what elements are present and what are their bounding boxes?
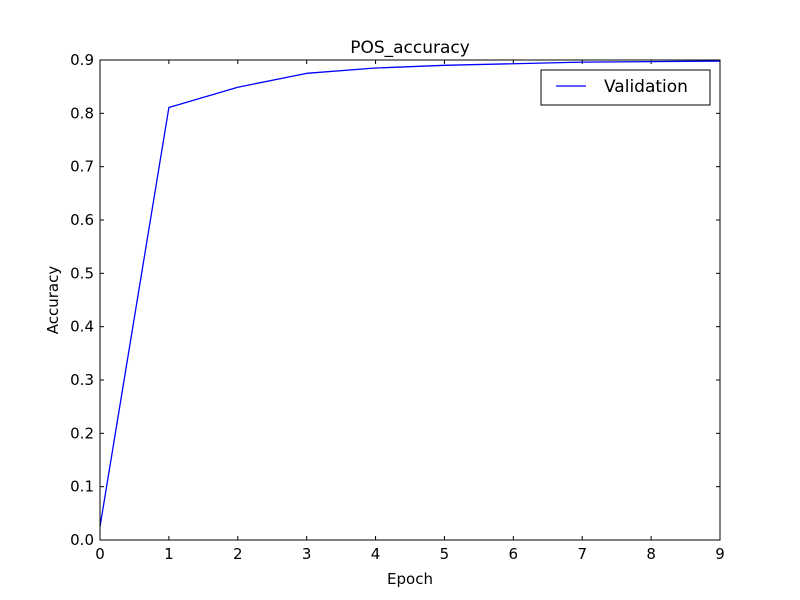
y-tick-label: 0.3	[70, 371, 94, 389]
y-tick-label: 0.5	[70, 264, 94, 282]
y-tick-label: 0.0	[70, 531, 94, 549]
data-point	[513, 63, 515, 65]
series-line-validation	[99, 60, 721, 527]
y-tick-label: 0.2	[70, 424, 94, 442]
data-point	[306, 73, 308, 75]
x-tick-label: 9	[715, 545, 725, 563]
x-tick-label: 5	[440, 545, 450, 563]
plot-area-frame	[99, 59, 721, 541]
y-tick-label: 0.9	[70, 51, 94, 69]
axis-ticks: 0 1 2 3 4 5 6 7 8 9 0.0 0.1 0.2 0.3 0.4 0.5 0.6 0.7 0.8 0.9	[70, 51, 725, 563]
data-point	[375, 67, 377, 69]
legend-label-validation: Validation	[604, 77, 688, 97]
x-tick-label: 1	[164, 545, 174, 563]
x-tick-label: 0	[95, 545, 105, 563]
y-tick-label: 0.1	[70, 478, 94, 496]
x-axis-label: Epoch	[387, 570, 433, 588]
x-tick-label: 2	[233, 545, 243, 563]
data-point	[237, 86, 239, 88]
legend: Validation	[540, 69, 711, 106]
y-tick-label: 0.8	[70, 104, 94, 122]
x-tick-label: 7	[577, 545, 587, 563]
series-layer	[99, 60, 721, 527]
data-point	[444, 65, 446, 67]
y-tick-label: 0.6	[70, 211, 94, 229]
y-tick-label: 0.4	[70, 318, 94, 336]
chart-title: POS_accuracy	[350, 38, 470, 58]
x-tick-label: 4	[371, 545, 381, 563]
data-point	[581, 61, 583, 63]
data-point	[650, 61, 652, 63]
y-tick-label: 0.7	[70, 158, 94, 176]
y-axis-label: Accuracy	[44, 266, 62, 335]
legend-box	[540, 69, 711, 106]
x-tick-label: 3	[302, 545, 312, 563]
x-tick-label: 8	[646, 545, 656, 563]
data-point	[168, 107, 170, 109]
x-tick-label: 6	[509, 545, 519, 563]
